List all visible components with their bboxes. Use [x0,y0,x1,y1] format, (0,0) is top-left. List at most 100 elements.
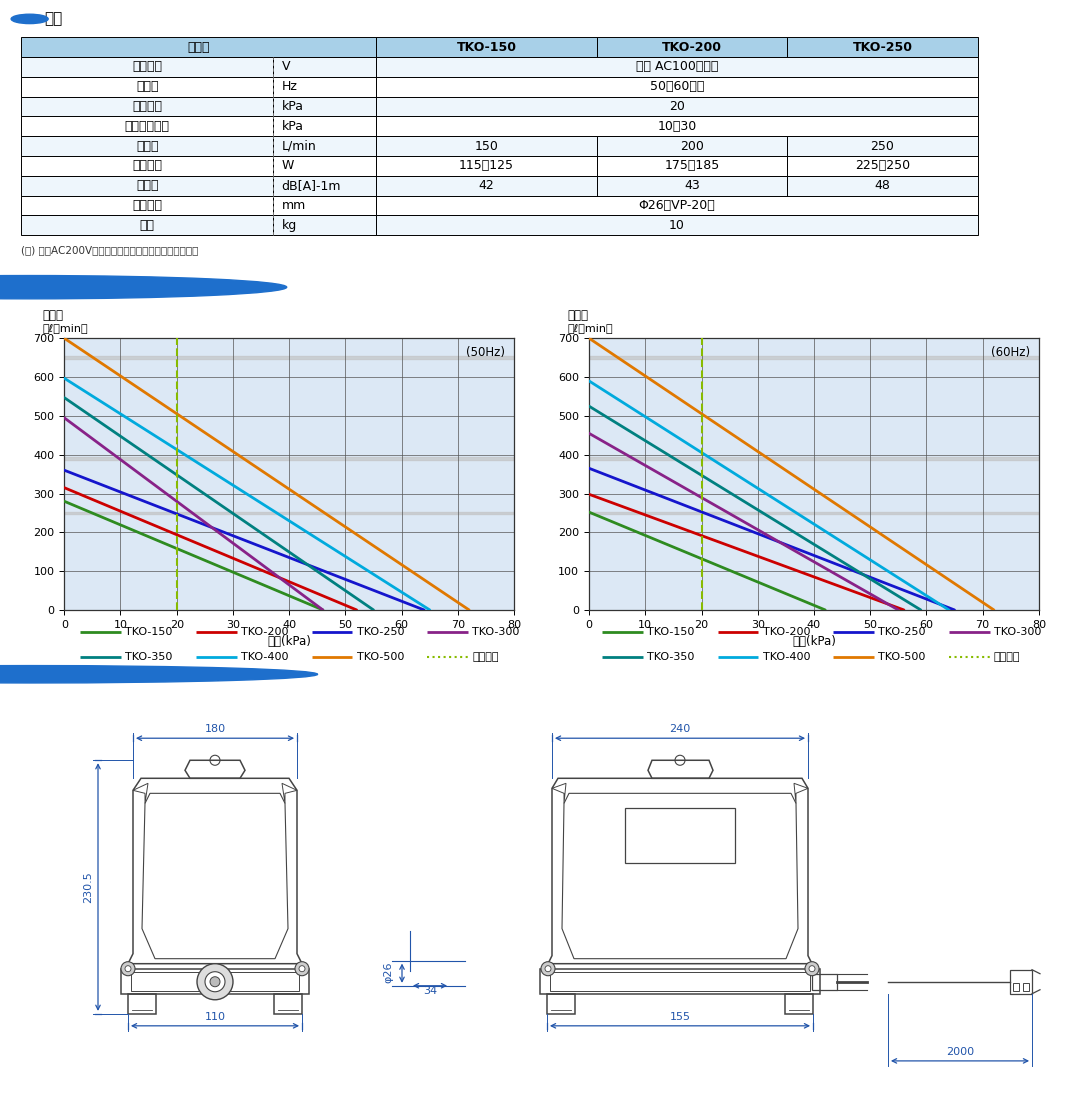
X-axis label: 圧力(kPa): 圧力(kPa) [793,635,835,649]
Text: 性能曲線: 性能曲線 [44,279,80,295]
Text: dB[A]-1m: dB[A]-1m [282,180,341,192]
Text: TKO-150: TKO-150 [647,627,694,638]
Bar [1023,983,1029,990]
Circle shape [809,966,815,971]
Circle shape [299,966,305,971]
Bar [598,37,787,57]
Text: (注) 単相AC200Vも特殊対応可能です。御相談下さい。: (注) 単相AC200Vも特殊対応可能です。御相談下さい。 [21,246,199,256]
Bar [540,968,820,994]
Bar [1013,983,1019,990]
Bar [787,136,978,156]
Bar [21,77,273,96]
Text: 定格電圧: 定格電圧 [133,60,163,73]
Circle shape [197,964,233,1000]
Text: 定格圧力: 定格圧力 [133,100,163,113]
X-axis label: 圧力(kPa): 圧力(kPa) [268,635,311,649]
Circle shape [11,14,48,23]
Bar [64,457,514,460]
Text: 20: 20 [669,100,684,113]
Circle shape [121,962,135,976]
Text: 10: 10 [669,218,684,232]
Bar [273,215,376,235]
Text: 225／250: 225／250 [855,160,910,172]
Text: TKO-150: TKO-150 [456,41,516,53]
Text: 175／185: 175／185 [665,160,720,172]
Text: 空気量: 空気量 [136,140,159,153]
Bar [273,77,376,96]
Bar [812,974,838,989]
Text: TKO-200: TKO-200 [662,41,722,53]
Text: Hz: Hz [282,80,298,93]
Bar [64,356,514,359]
Text: kPa: kPa [282,120,303,133]
Bar [547,994,575,1014]
Text: 騒音値: 騒音値 [136,180,159,192]
Bar [273,176,376,195]
Text: 230.5: 230.5 [82,872,93,903]
Text: 240: 240 [669,724,691,734]
Circle shape [541,962,555,976]
Text: 34: 34 [423,986,437,996]
Bar [376,116,978,136]
Text: 質量: 質量 [140,218,155,232]
Circle shape [0,275,287,298]
Text: TKO-300: TKO-300 [472,627,519,638]
Bar [273,156,376,176]
Bar [21,215,273,235]
Text: 115／125: 115／125 [459,160,514,172]
Bar [273,96,376,116]
Text: TKO-250: TKO-250 [853,41,912,53]
Text: 空気量: 空気量 [43,308,64,322]
Text: 200: 200 [680,140,705,153]
Bar [598,176,787,195]
Text: 消費電力: 消費電力 [133,160,163,172]
Text: 2000: 2000 [946,1047,974,1057]
Bar [21,156,273,176]
Bar [787,156,978,176]
Bar [598,156,787,176]
Circle shape [295,962,310,976]
Text: 48: 48 [875,180,890,192]
Text: (60Hz): (60Hz) [991,346,1030,359]
Text: 外観図 (TKO-150.200.250): 外観図 (TKO-150.200.250) [44,668,222,681]
Bar [589,511,1039,515]
Bar [376,37,598,57]
Bar [598,136,787,156]
Text: TKO-500: TKO-500 [357,651,404,662]
Bar [625,808,735,864]
Bar [21,37,376,57]
Bar [64,511,514,515]
Bar [550,971,810,990]
Bar [131,971,299,990]
Text: kg: kg [282,218,297,232]
Bar [21,176,273,195]
Bar [21,96,273,116]
Text: 50／60共用: 50／60共用 [650,80,704,93]
Bar [274,994,302,1014]
Bar [787,37,978,57]
Bar [785,994,813,1014]
Bar [21,116,273,136]
Text: 43: 43 [684,180,700,192]
Bar [21,195,273,215]
Text: W: W [282,160,293,172]
Bar [121,968,310,994]
Text: 定格圧力: 定格圧力 [472,651,499,662]
Bar [376,96,978,116]
Text: 仕様: 仕様 [44,11,62,27]
Bar [376,156,598,176]
Text: TKO-500: TKO-500 [878,651,925,662]
Text: TKO-250: TKO-250 [878,627,925,638]
Bar [21,136,273,156]
Text: TKO-400: TKO-400 [763,651,810,662]
Text: TKO-200: TKO-200 [763,627,810,638]
Text: V: V [282,60,290,73]
Circle shape [545,966,550,971]
Text: 型　式: 型 式 [187,41,210,53]
Circle shape [210,977,220,987]
Bar [273,195,376,215]
Text: 10〜30: 10〜30 [658,120,696,133]
Bar [589,457,1039,460]
Text: 150: 150 [474,140,499,153]
Bar [273,136,376,156]
